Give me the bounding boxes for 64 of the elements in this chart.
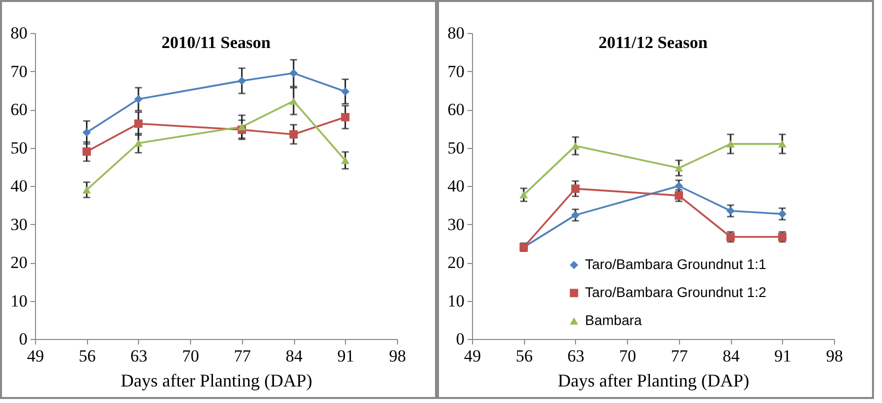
y-tick-label: 40 — [448, 176, 464, 196]
point — [341, 87, 350, 96]
point — [520, 191, 528, 198]
point — [778, 210, 786, 218]
y-tick-label: 80 — [10, 24, 28, 42]
point — [341, 112, 350, 122]
x-axis-title: Days after Planting (DAP) — [120, 370, 312, 390]
point — [726, 140, 735, 148]
point — [289, 97, 298, 105]
x-tick-label: 63 — [130, 346, 148, 366]
point — [571, 184, 580, 193]
x-tick-label: 70 — [619, 346, 636, 366]
x-tick-label: 84 — [286, 346, 304, 366]
x-tick-label: 91 — [337, 346, 354, 366]
y-tick-label: 20 — [448, 253, 464, 272]
y-tick-label: 70 — [10, 62, 28, 81]
x-tick-label: 77 — [670, 346, 688, 366]
point — [238, 123, 246, 130]
point — [289, 130, 298, 139]
point — [571, 142, 580, 150]
point — [82, 147, 91, 156]
x-tick-label: 91 — [774, 346, 792, 366]
point — [571, 210, 580, 220]
point — [726, 206, 735, 216]
x-tick-label: 56 — [78, 346, 96, 366]
x-tick-label: 70 — [182, 346, 200, 366]
point — [134, 140, 143, 147]
point — [134, 119, 143, 128]
y-tick-label: 10 — [448, 291, 464, 310]
legend-label: Bambara — [585, 312, 642, 328]
y-tick-label: 30 — [448, 214, 464, 234]
y-tick-label: 80 — [448, 24, 464, 42]
x-tick-label: 77 — [234, 346, 252, 366]
x-tick-label: 84 — [722, 346, 740, 366]
x-tick-label: 63 — [567, 346, 584, 366]
point — [341, 156, 350, 164]
legend-label: Taro/Bambara Groundnut 1:1 — [585, 256, 767, 272]
point — [238, 76, 246, 85]
x-tick-label: 56 — [516, 346, 533, 366]
y-tick-label: 30 — [10, 214, 28, 234]
x-tick-label: 98 — [826, 346, 843, 366]
y-tick-label: 50 — [10, 138, 28, 158]
x-tick-label: 98 — [389, 346, 406, 366]
x-tick-label: 49 — [27, 346, 44, 366]
y-tick-label: 70 — [448, 62, 464, 81]
point — [289, 68, 298, 78]
y-tick-label: 50 — [448, 138, 464, 158]
y-tick-label: 60 — [10, 100, 28, 119]
y-tick-label: 40 — [10, 176, 28, 196]
y-tick-label: 10 — [10, 291, 28, 310]
point — [674, 164, 684, 172]
chart-title: 2010/11 Season — [161, 33, 272, 52]
chart-title: 2011/12 Season — [598, 33, 708, 52]
point — [82, 128, 91, 137]
y-tick-label: 60 — [448, 100, 464, 119]
point — [134, 94, 143, 104]
x-tick-label: 49 — [464, 346, 481, 366]
legend-label: Taro/Bambara Groundnut 1:2 — [585, 284, 767, 300]
x-axis-title: Days after Planting (DAP) — [558, 370, 750, 390]
point — [778, 140, 786, 148]
y-tick-label: 0 — [19, 330, 28, 348]
y-tick-label: 0 — [456, 330, 464, 348]
y-tick-label: 20 — [10, 253, 28, 272]
point — [82, 186, 91, 194]
